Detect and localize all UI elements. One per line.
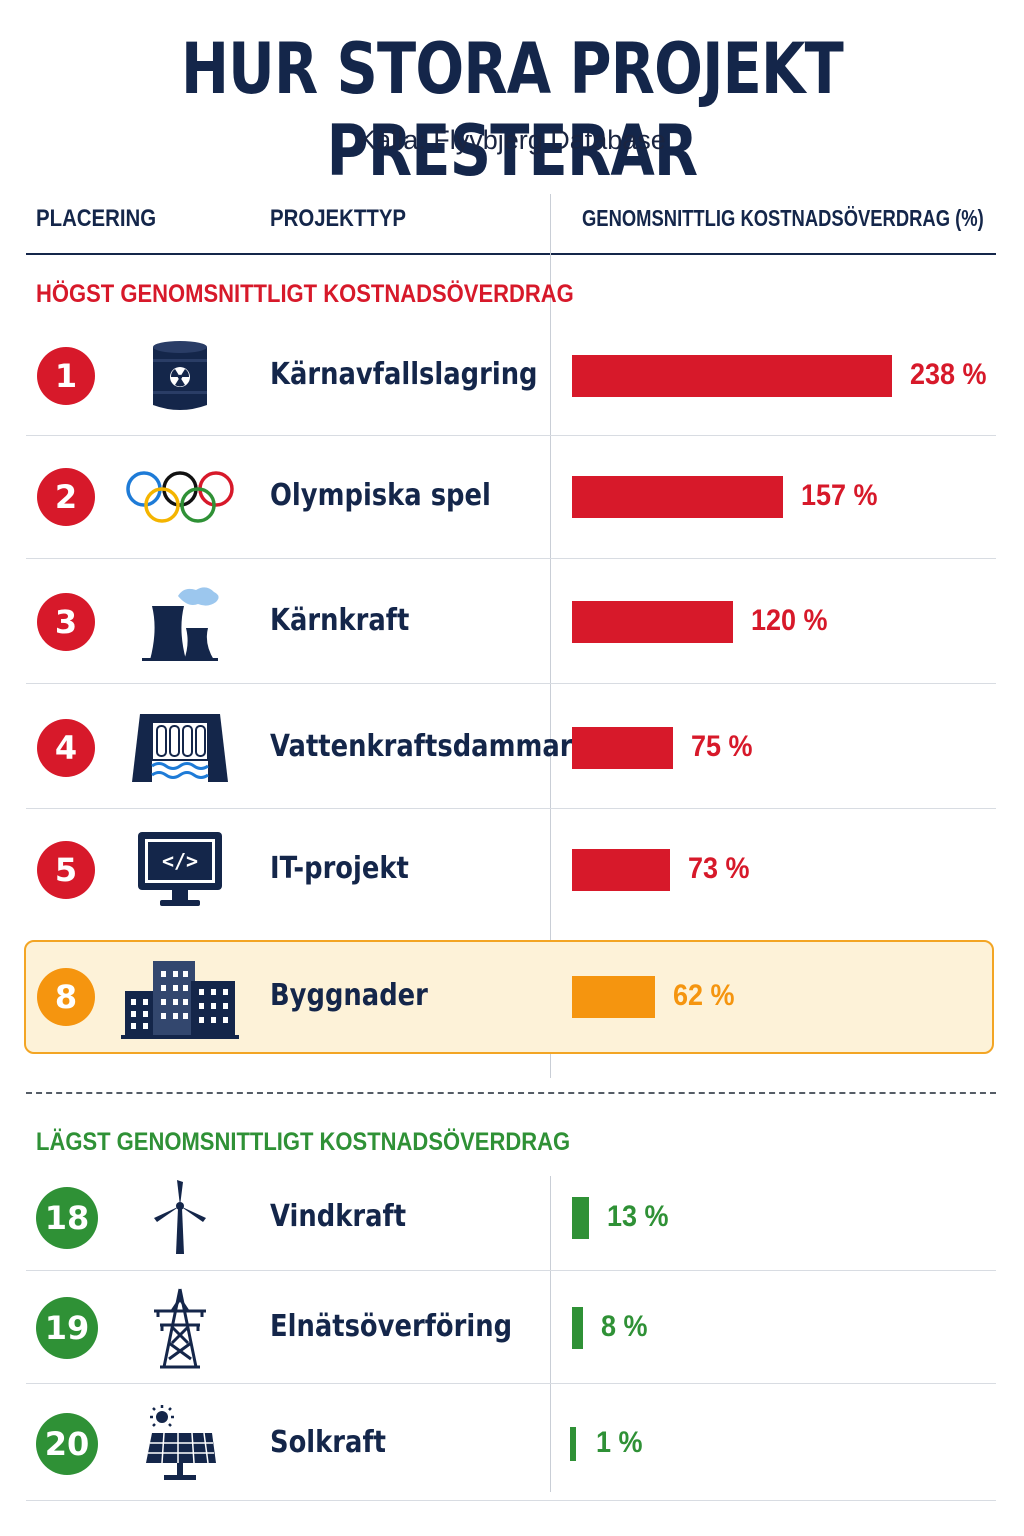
project-type-label: Byggnader	[270, 978, 428, 1013]
header-column-divider	[550, 194, 551, 256]
bar	[572, 1307, 583, 1349]
svg-text:</>: </>	[162, 849, 198, 873]
rank-badge: 19	[36, 1297, 98, 1359]
row-separator	[26, 435, 996, 436]
row-separator	[26, 808, 996, 809]
bar	[572, 976, 655, 1018]
rank-badge: 8	[37, 968, 95, 1026]
rank-badge: 4	[37, 719, 95, 777]
row-separator	[26, 1270, 996, 1271]
bar	[572, 355, 892, 397]
project-type-label: Vattenkraftsdammar	[270, 729, 573, 764]
rank-badge: 18	[36, 1187, 98, 1249]
hydro-dam-icon	[130, 712, 230, 789]
project-type-label: Elnätsöverföring	[270, 1309, 513, 1344]
radioactive-barrel-icon	[149, 339, 211, 418]
bar	[570, 1427, 576, 1461]
bar	[572, 727, 673, 769]
value-label: 238 %	[910, 358, 987, 391]
bar	[572, 601, 733, 643]
project-type-label: Vindkraft	[270, 1199, 407, 1234]
rank-badge: 1	[37, 347, 95, 405]
code-monitor-icon: </>	[136, 830, 224, 915]
bar	[572, 476, 783, 518]
page-title: HUR STORA PROJEKT PRESTERAR	[180, 28, 844, 192]
column-divider-top	[550, 256, 551, 1078]
project-type-label: Kärnkraft	[270, 603, 410, 638]
row-separator	[26, 1383, 996, 1384]
rank-badge: 3	[37, 593, 95, 651]
bar	[572, 849, 670, 891]
rank-badge: 2	[37, 468, 95, 526]
solar-panel-icon	[142, 1405, 218, 1488]
header-project-type: PROJEKTTYP	[270, 205, 407, 232]
value-label: 8 %	[601, 1310, 648, 1343]
row-separator	[26, 1500, 996, 1501]
value-label: 157 %	[801, 479, 878, 512]
bar	[572, 1197, 589, 1239]
value-label: 62 %	[673, 979, 735, 1012]
rank-badge: 5	[37, 841, 95, 899]
value-label: 120 %	[751, 604, 828, 637]
value-label: 1 %	[596, 1426, 643, 1459]
header-divider	[26, 253, 996, 255]
source-subtitle: Källa: Flyvbjerg Database	[358, 125, 666, 155]
section-divider	[26, 1092, 996, 1094]
column-divider-bottom	[550, 1176, 551, 1492]
project-type-label: Kärnavfallslagring	[270, 357, 538, 392]
olympic-rings-icon	[124, 469, 236, 530]
value-label: 75 %	[691, 730, 753, 763]
project-type-label: Olympiska spel	[270, 478, 491, 513]
project-type-label: IT-projekt	[270, 851, 409, 886]
value-label: 13 %	[607, 1200, 669, 1233]
project-type-label: Solkraft	[270, 1425, 387, 1460]
row-separator	[26, 683, 996, 684]
header-value: GENOMSNITTLIG KOSTNADSÖVERDRAG (%)	[582, 205, 984, 231]
header-rank: PLACERING	[36, 205, 157, 232]
rank-badge: 20	[36, 1413, 98, 1475]
value-label: 73 %	[688, 852, 750, 885]
buildings-icon	[121, 955, 239, 1044]
power-pylon-icon	[150, 1287, 210, 1374]
section-label-lowest: LÄGST GENOMSNITTLIGT KOSTNADSÖVERDRAG	[36, 1128, 571, 1156]
section-label-highest: HÖGST GENOMSNITTLIGT KOSTNADSÖVERDRAG	[36, 280, 574, 308]
cooling-tower-icon	[138, 582, 222, 667]
row-separator	[26, 558, 996, 559]
wind-turbine-icon	[148, 1180, 212, 1261]
